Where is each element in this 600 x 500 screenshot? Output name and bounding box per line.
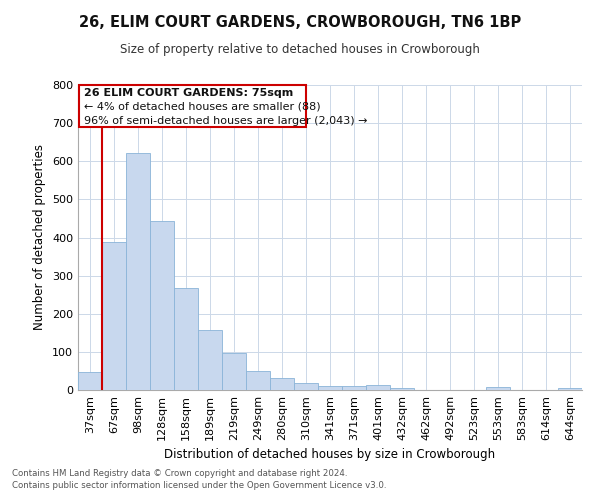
- Text: 26, ELIM COURT GARDENS, CROWBOROUGH, TN6 1BP: 26, ELIM COURT GARDENS, CROWBOROUGH, TN6…: [79, 15, 521, 30]
- Bar: [342, 386, 366, 390]
- Bar: [558, 388, 582, 390]
- Text: ← 4% of detached houses are smaller (88): ← 4% of detached houses are smaller (88): [84, 102, 321, 112]
- Bar: [78, 372, 102, 390]
- Text: 26 ELIM COURT GARDENS: 75sqm: 26 ELIM COURT GARDENS: 75sqm: [84, 88, 293, 98]
- Bar: [270, 378, 294, 390]
- Text: Contains HM Land Registry data © Crown copyright and database right 2024.: Contains HM Land Registry data © Crown c…: [12, 468, 347, 477]
- Bar: [366, 385, 390, 390]
- X-axis label: Distribution of detached houses by size in Crowborough: Distribution of detached houses by size …: [164, 448, 496, 462]
- Bar: [198, 330, 222, 390]
- Text: Size of property relative to detached houses in Crowborough: Size of property relative to detached ho…: [120, 42, 480, 56]
- Bar: [318, 386, 342, 390]
- Bar: [150, 221, 174, 390]
- Y-axis label: Number of detached properties: Number of detached properties: [34, 144, 46, 330]
- FancyBboxPatch shape: [79, 85, 306, 127]
- Text: 96% of semi-detached houses are larger (2,043) →: 96% of semi-detached houses are larger (…: [84, 116, 368, 126]
- Bar: [102, 242, 126, 390]
- Bar: [126, 153, 150, 390]
- Bar: [294, 383, 318, 390]
- Bar: [174, 288, 198, 390]
- Bar: [222, 352, 246, 390]
- Bar: [390, 388, 414, 390]
- Bar: [246, 370, 270, 390]
- Bar: [486, 388, 510, 390]
- Text: Contains public sector information licensed under the Open Government Licence v3: Contains public sector information licen…: [12, 481, 386, 490]
